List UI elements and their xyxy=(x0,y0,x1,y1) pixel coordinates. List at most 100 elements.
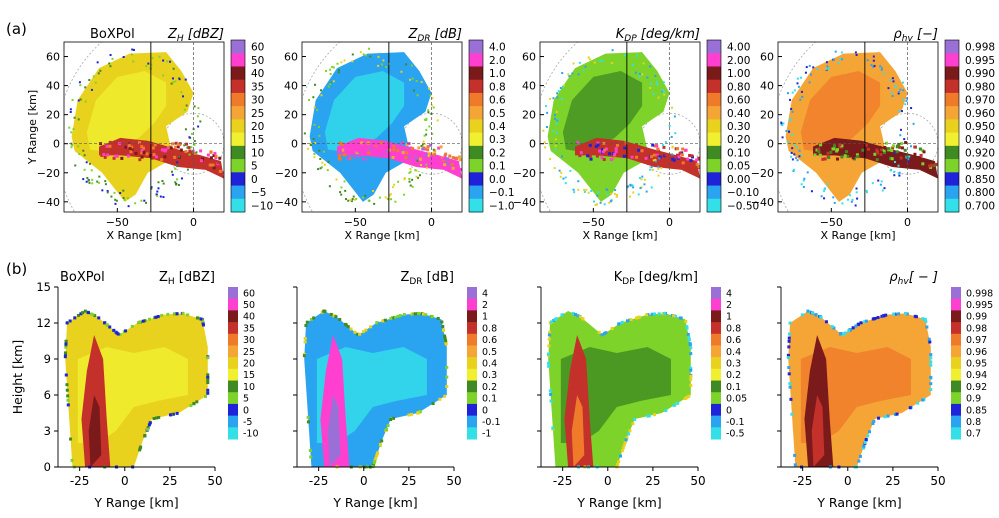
echo-cell xyxy=(895,150,899,154)
panel-title: KDP [deg/km] xyxy=(616,27,700,44)
echo-cell xyxy=(609,158,613,162)
echo-cell xyxy=(636,54,639,57)
echo-cell xyxy=(418,153,422,157)
x-axis-label: Y Range [km] xyxy=(816,495,901,510)
echo-cell xyxy=(150,63,153,66)
echo-cell xyxy=(306,415,310,419)
echo-cell xyxy=(69,108,72,111)
colorbar-swatch xyxy=(951,322,961,335)
echo-cell xyxy=(655,144,659,148)
echo-cell xyxy=(116,332,120,336)
echo-cell xyxy=(603,148,607,152)
echo-cell xyxy=(546,111,549,114)
echo-cell xyxy=(445,375,449,379)
echo-cell xyxy=(631,184,634,187)
echo-cell xyxy=(369,55,372,58)
colorbar-frame xyxy=(230,39,246,213)
echo-cell xyxy=(411,185,414,188)
echo-cell xyxy=(645,190,648,193)
echo-cell xyxy=(796,82,799,85)
echo-cell xyxy=(425,163,428,166)
echo-cell xyxy=(578,61,581,64)
echo-cell xyxy=(832,326,836,330)
echo-cell xyxy=(430,315,434,319)
echo-cell xyxy=(145,65,148,68)
ppi-panel-rhohv: 60 40 20 0 −20 −40 −50 0 X Range [km] ρhv [−] 0.99… xyxy=(751,27,995,242)
echo-cell xyxy=(561,97,564,100)
echo-cell xyxy=(351,198,354,201)
echo-cell xyxy=(787,345,791,349)
echo-cell xyxy=(556,92,559,95)
echo-cell xyxy=(695,163,699,167)
echo-cell xyxy=(891,146,895,150)
colorbar-swatch xyxy=(231,198,245,213)
colorbar-label: 60 xyxy=(243,288,255,299)
echo-cell xyxy=(338,148,342,152)
echo-cell xyxy=(408,180,411,183)
colorbar-swatch xyxy=(228,345,238,358)
colorbar-swatch xyxy=(469,66,483,81)
colorbar-swatch xyxy=(951,415,961,428)
echo-cell xyxy=(651,143,655,147)
echo-cell xyxy=(425,118,428,121)
echo-cell xyxy=(88,79,91,82)
echo-cell xyxy=(905,100,908,103)
echo-cell xyxy=(415,169,418,172)
echo-cell xyxy=(610,192,613,195)
colorbar-label: 0.995 xyxy=(965,55,995,67)
echo-cell xyxy=(892,80,895,83)
colorbar-label: 0.85 xyxy=(966,405,987,416)
echo-cell xyxy=(781,123,784,126)
echo-cell xyxy=(897,92,900,95)
echo-cell xyxy=(438,397,442,401)
echo-cell xyxy=(154,315,158,319)
echo-cell xyxy=(629,318,633,322)
echo-cell xyxy=(329,83,332,86)
echo-cell xyxy=(421,143,424,146)
echo-cell xyxy=(787,366,791,370)
echo-cell xyxy=(657,312,661,316)
echo-cell xyxy=(439,145,443,149)
echo-cell xyxy=(843,154,847,158)
echo-cell xyxy=(319,157,322,160)
echo-cell xyxy=(83,168,86,171)
echo-cell xyxy=(362,147,366,151)
echo-cell xyxy=(632,186,635,189)
echo-cell xyxy=(897,142,901,146)
echo-cell xyxy=(65,321,69,325)
echo-cell xyxy=(100,153,104,157)
echo-cell xyxy=(459,168,462,172)
echo-cell xyxy=(800,313,804,317)
echo-cell xyxy=(907,158,910,161)
panel-title: ρhv [−] xyxy=(894,27,938,44)
echo-cell xyxy=(801,95,804,98)
echo-cell xyxy=(635,316,639,320)
echo-cell xyxy=(590,189,593,192)
colorbar-label: 50 xyxy=(251,55,264,67)
echo-cell xyxy=(79,98,82,101)
plot-frame xyxy=(63,41,225,213)
echo-cell xyxy=(444,339,448,343)
y-tick-label: 60 xyxy=(522,51,536,64)
echo-cell xyxy=(542,129,545,132)
echo-cell xyxy=(353,330,357,334)
echo-cell xyxy=(879,152,883,156)
echo-cell xyxy=(443,394,447,398)
echo-cell xyxy=(427,154,430,157)
echo-cell xyxy=(64,339,68,343)
colorbar-swatch xyxy=(228,357,238,370)
colorbar-swatch xyxy=(467,427,477,440)
echo-cell xyxy=(218,169,222,173)
echo-cell xyxy=(632,191,635,194)
echo-cell xyxy=(120,156,124,160)
echo-cell xyxy=(106,191,109,194)
y-tick-label: 60 xyxy=(46,51,60,64)
colorbar-label: 15 xyxy=(251,134,264,146)
colorbar-label: 0.4 xyxy=(482,359,497,370)
colorbar-label: 0.1 xyxy=(726,382,741,393)
echo-cell xyxy=(96,61,99,64)
echo-cell xyxy=(881,189,884,192)
echo-cell xyxy=(549,97,552,100)
echo-cell xyxy=(450,163,454,167)
echo-cell xyxy=(868,430,872,434)
